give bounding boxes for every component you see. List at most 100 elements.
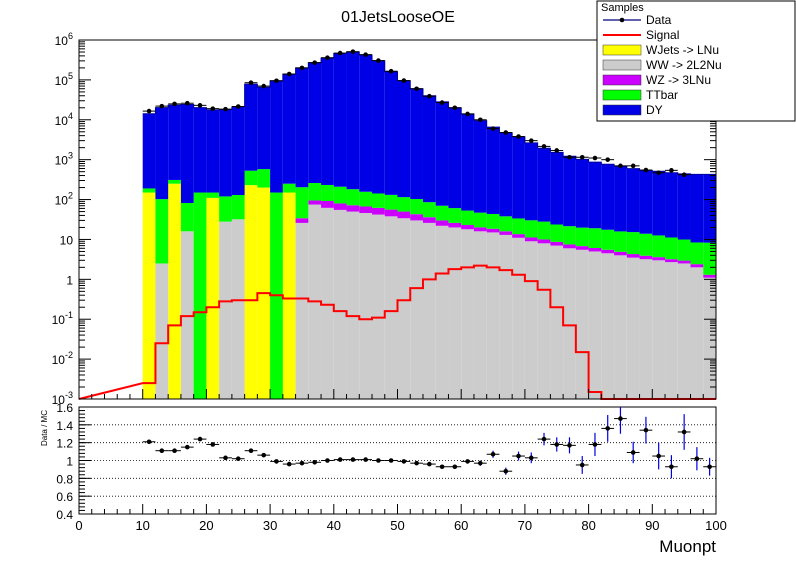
- data-point: [223, 106, 228, 112]
- legend-data-icon: [619, 17, 625, 23]
- bar-ww-2l2nu: [397, 218, 411, 399]
- bar-dy: [499, 132, 513, 217]
- bar-ttbar: [422, 202, 436, 218]
- bar-ttbar: [359, 191, 373, 207]
- bar-wz-3lnu: [601, 249, 615, 254]
- bar-wz-3lnu: [397, 211, 411, 219]
- ratio-point: [503, 468, 509, 474]
- data-point: [235, 104, 241, 109]
- signal-line: [78, 264, 716, 400]
- y-tick-exponent: 6: [68, 31, 73, 41]
- bar-dy: [206, 109, 220, 193]
- bar-ww-2l2nu: [537, 243, 551, 399]
- ratio-point: [490, 451, 496, 457]
- data-point: [363, 52, 368, 57]
- legend-swatch-icon: [602, 74, 642, 86]
- ratio-point: [312, 459, 317, 465]
- y-tick-base: 10: [55, 114, 69, 128]
- data-point: [299, 65, 305, 71]
- data-point: [286, 71, 292, 77]
- bar-dy: [677, 173, 691, 240]
- legend-entry: WZ -> 3LNu: [602, 73, 711, 87]
- legend-swatch-icon: [602, 89, 642, 101]
- x-tick-label: 40: [327, 518, 341, 533]
- bar-dy: [601, 164, 615, 230]
- bar-wz-3lnu: [295, 218, 309, 223]
- bar-ww-2l2nu: [665, 262, 678, 399]
- y-tick-base: 10: [52, 393, 66, 407]
- ratio-point: [414, 460, 419, 466]
- ratio-point: [554, 442, 560, 447]
- bar-dy: [321, 58, 334, 185]
- bar-ttbar: [282, 183, 296, 193]
- bar-ttbar: [601, 229, 615, 250]
- bar-ww-2l2nu: [486, 232, 500, 399]
- ratio-x-axis: 0 10 20 30 40 50 60 70 80 90 100: [75, 504, 727, 533]
- data-point: [643, 167, 649, 173]
- ratio-point: [643, 427, 649, 433]
- ratio-point: [248, 448, 254, 453]
- bar-wjets-lnu: [168, 183, 181, 399]
- bar-ww-2l2nu: [422, 222, 436, 399]
- data-point: [516, 134, 521, 139]
- bar-dy: [359, 55, 373, 192]
- y-tick-exponent: 3: [68, 151, 73, 161]
- data-point: [337, 50, 343, 56]
- ratio-point: [579, 462, 585, 468]
- ratio-point: [159, 448, 165, 453]
- data-point: [197, 103, 203, 108]
- bar-dy: [512, 136, 525, 219]
- ratio-point: [337, 457, 343, 462]
- bar-dy: [193, 107, 207, 193]
- bar-ttbar: [461, 210, 474, 226]
- data-point: [669, 168, 674, 173]
- ratio-y-tick-label: 0.4: [56, 508, 73, 522]
- bar-dy: [244, 84, 258, 171]
- ratio-point: [478, 460, 483, 466]
- bar-ttbar: [614, 231, 627, 252]
- bar-wz-3lnu: [435, 220, 449, 226]
- ratio-point: [184, 444, 190, 450]
- data-point: [452, 105, 458, 111]
- ratio-point: [223, 455, 228, 461]
- ratio-point: [388, 458, 394, 463]
- y-tick-label: 103: [55, 151, 73, 168]
- y-tick-exponent: -3: [65, 390, 73, 400]
- bar-dy: [333, 53, 347, 187]
- data-point: [350, 49, 356, 54]
- bar-ttbar: [257, 169, 271, 188]
- legend-label: TTbar: [646, 88, 678, 102]
- bar-ttbar: [652, 235, 666, 258]
- bar-dy: [524, 142, 538, 221]
- bar-ww-2l2nu: [563, 248, 576, 399]
- bar-ttbar: [333, 186, 347, 204]
- x-tick-label: 80: [581, 518, 595, 533]
- bar-wz-3lnu: [359, 206, 373, 214]
- bar-dy: [448, 107, 462, 209]
- y-tick-base: 1: [66, 273, 73, 287]
- bar-wz-3lnu: [665, 259, 678, 263]
- y-tick-base: 10: [52, 353, 66, 367]
- bar-ww-2l2nu: [372, 214, 385, 399]
- ratio-point: [261, 452, 267, 458]
- bar-ttbar: [550, 224, 564, 242]
- ratio-point: [401, 459, 407, 464]
- bar-wz-3lnu: [346, 205, 360, 212]
- ratio-point: [605, 426, 611, 431]
- legend-label: Signal: [646, 28, 679, 42]
- bar-wz-3lnu: [575, 246, 589, 250]
- bar-dy: [384, 71, 398, 195]
- data-point: [681, 172, 687, 177]
- y-tick-label: 105: [55, 71, 73, 88]
- bar-dy: [639, 170, 653, 234]
- data-point: [159, 103, 165, 109]
- data-point: [172, 101, 177, 107]
- bar-dy: [703, 174, 716, 243]
- bar-ttbar: [244, 170, 258, 186]
- ratio-point: [286, 461, 292, 467]
- bar-ttbar: [410, 199, 423, 215]
- bar-ttbar: [384, 194, 398, 210]
- bar-ttbar: [473, 212, 487, 228]
- ratio-point: [146, 439, 152, 445]
